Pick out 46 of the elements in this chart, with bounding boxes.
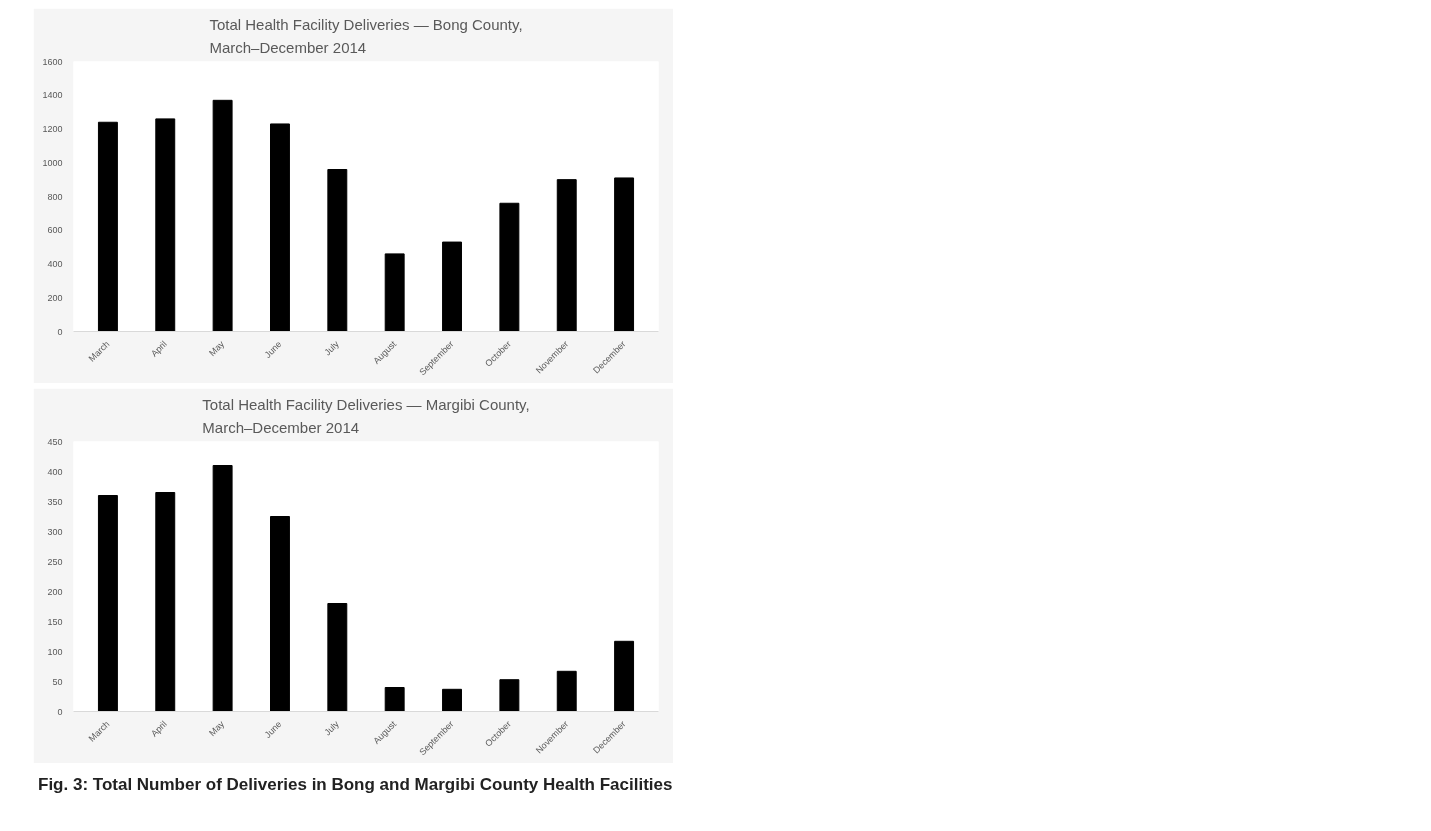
y-tick-label: 100: [47, 646, 63, 657]
x-tick-label: July: [322, 718, 342, 738]
bar: [97, 495, 118, 712]
bar: [327, 603, 348, 712]
y-tick-label: 0: [57, 706, 63, 717]
bar: [499, 202, 520, 332]
bar: [212, 99, 233, 332]
bar: [442, 688, 462, 712]
chart-title: Total Health Facility Deliveries — Margibi County, March–December 2014: [202, 395, 530, 437]
chart-title: Total Health Facility Deliveries — Bong County, March–December 2014: [209, 15, 523, 57]
bar: [384, 687, 405, 712]
x-tick-label: May: [207, 338, 227, 359]
bar: [556, 179, 577, 332]
x-tick-label: May: [207, 718, 227, 739]
bar: [499, 679, 520, 712]
y-tick-label: 350: [47, 496, 63, 507]
bar: [384, 253, 405, 332]
y-tick-label: 200: [47, 586, 63, 597]
bar: [155, 492, 176, 712]
bar: [212, 465, 233, 712]
y-tick-label: 400: [47, 259, 63, 269]
y-tick-label: 600: [47, 225, 63, 236]
y-tick-label: 50: [52, 676, 63, 687]
bar: [270, 516, 290, 712]
y-tick-label: 200: [47, 292, 63, 303]
bar: [97, 121, 118, 332]
caption: Fig. 3: Total Number of Deliveries in Bong and Margibi County Health Facilities: [38, 774, 673, 796]
y-tick-label: 250: [47, 556, 63, 567]
bar: [327, 169, 348, 332]
y-tick-label: 1600: [42, 56, 63, 67]
y-tick-label: 300: [47, 526, 63, 537]
bar: [614, 640, 635, 712]
bar: [270, 123, 290, 332]
y-tick-label: 0: [57, 326, 63, 337]
x-tick-label: July: [322, 338, 342, 358]
y-tick-label: 450: [47, 436, 63, 447]
bar: [556, 670, 577, 712]
y-tick-label: 150: [47, 616, 63, 627]
y-tick-label: 1200: [42, 124, 63, 134]
y-tick-label: 1400: [42, 90, 63, 101]
y-tick-label: 400: [47, 466, 63, 477]
bar: [155, 118, 176, 332]
y-tick-label: 1000: [42, 157, 63, 168]
bar: [442, 241, 462, 332]
bar: [614, 177, 635, 332]
y-tick-label: 800: [47, 191, 63, 202]
